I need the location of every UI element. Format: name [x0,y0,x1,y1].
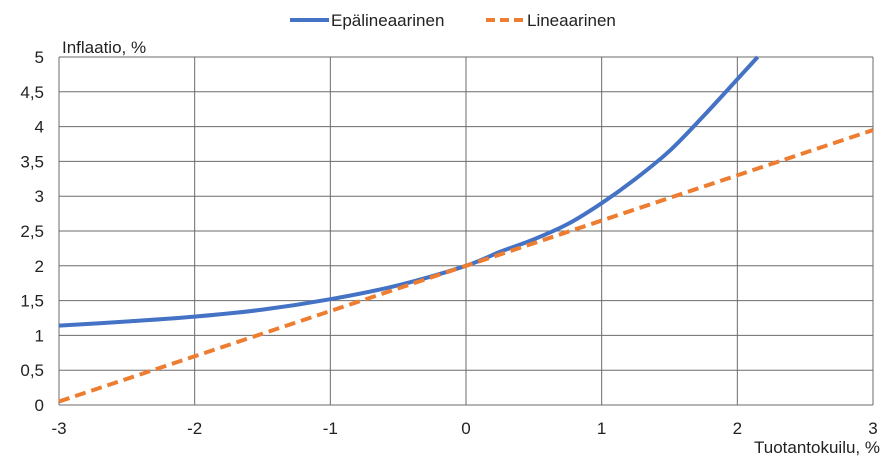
x-axis-ticks: -3 -2 -1 0 1 2 3 [51,419,877,438]
y-tick-label: 3 [35,187,44,206]
y-axis-ticks: 0 0,5 1 1,5 2 2,5 3 3,5 4 4,5 5 [20,48,44,415]
series-layer [58,55,874,404]
y-axis-title: Inflaatio, % [62,38,146,57]
x-tick-label: -3 [51,419,66,438]
y-tick-label: 0,5 [20,361,44,380]
series-line-1 [58,55,760,328]
legend: Epälineaarinen Lineaarinen [290,11,616,30]
x-tick-label: 0 [461,419,470,438]
y-tick-label: 4 [35,118,44,137]
grid [58,56,874,406]
y-tick-label: 3,5 [20,152,44,171]
y-tick-label: 2 [35,257,44,276]
x-tick-label: 1 [597,419,606,438]
x-tick-label: 2 [733,419,742,438]
x-tick-label: -2 [187,419,202,438]
legend-label-1: Epälineaarinen [331,11,444,30]
y-tick-label: 2,5 [20,222,44,241]
y-tick-label: 0 [35,396,44,415]
x-tick-label: -1 [323,419,338,438]
x-tick-label: 3 [868,419,877,438]
legend-label-2: Lineaarinen [527,11,616,30]
y-tick-label: 4,5 [20,83,44,102]
series-line-2 [58,128,874,404]
y-tick-label: 1 [35,326,44,345]
y-tick-label: 1,5 [20,292,44,311]
x-axis-title: Tuotantokuilu, % [754,438,880,457]
y-tick-label: 5 [35,48,44,67]
